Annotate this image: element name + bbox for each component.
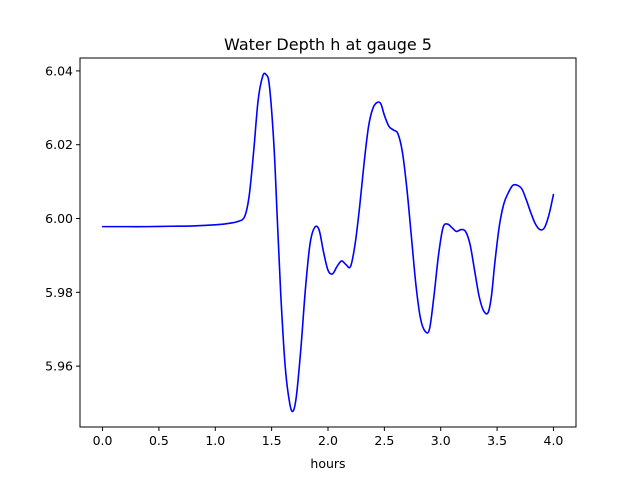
series-layer — [101, 72, 555, 413]
x-axis-label: hours — [310, 456, 345, 471]
x-tick-label: 4.0 — [544, 433, 564, 448]
x-tick-label: 2.5 — [374, 433, 394, 448]
y-tick-label: 5.96 — [45, 359, 73, 374]
x-tick-label: 0.0 — [93, 433, 113, 448]
y-tick-label: 6.00 — [45, 211, 73, 226]
plot-area: 0.0 0.5 1.0 1.5 2.0 2.5 3.0 3.5 4.0 5.96 5.98 6.00… — [45, 57, 577, 448]
x-tick-label: 2.0 — [318, 433, 338, 448]
y-tick-label: 6.02 — [45, 137, 73, 152]
y-tick-label: 6.04 — [45, 63, 73, 78]
x-tick-label: 3.5 — [487, 433, 507, 448]
x-tick-label: 3.0 — [431, 433, 451, 448]
y-axis: 5.96 5.98 6.00 6.02 6.04 — [45, 63, 80, 374]
x-tick-label: 1.5 — [262, 433, 282, 448]
x-tick-label: 0.5 — [149, 433, 169, 448]
y-tick-label: 5.98 — [45, 285, 73, 300]
x-axis: 0.0 0.5 1.0 1.5 2.0 2.5 3.0 3.5 4.0 — [93, 427, 564, 448]
series-line-0 — [101, 72, 555, 413]
chart-title: Water Depth h at gauge 5 — [224, 35, 432, 54]
x-tick-label: 1.0 — [205, 433, 225, 448]
